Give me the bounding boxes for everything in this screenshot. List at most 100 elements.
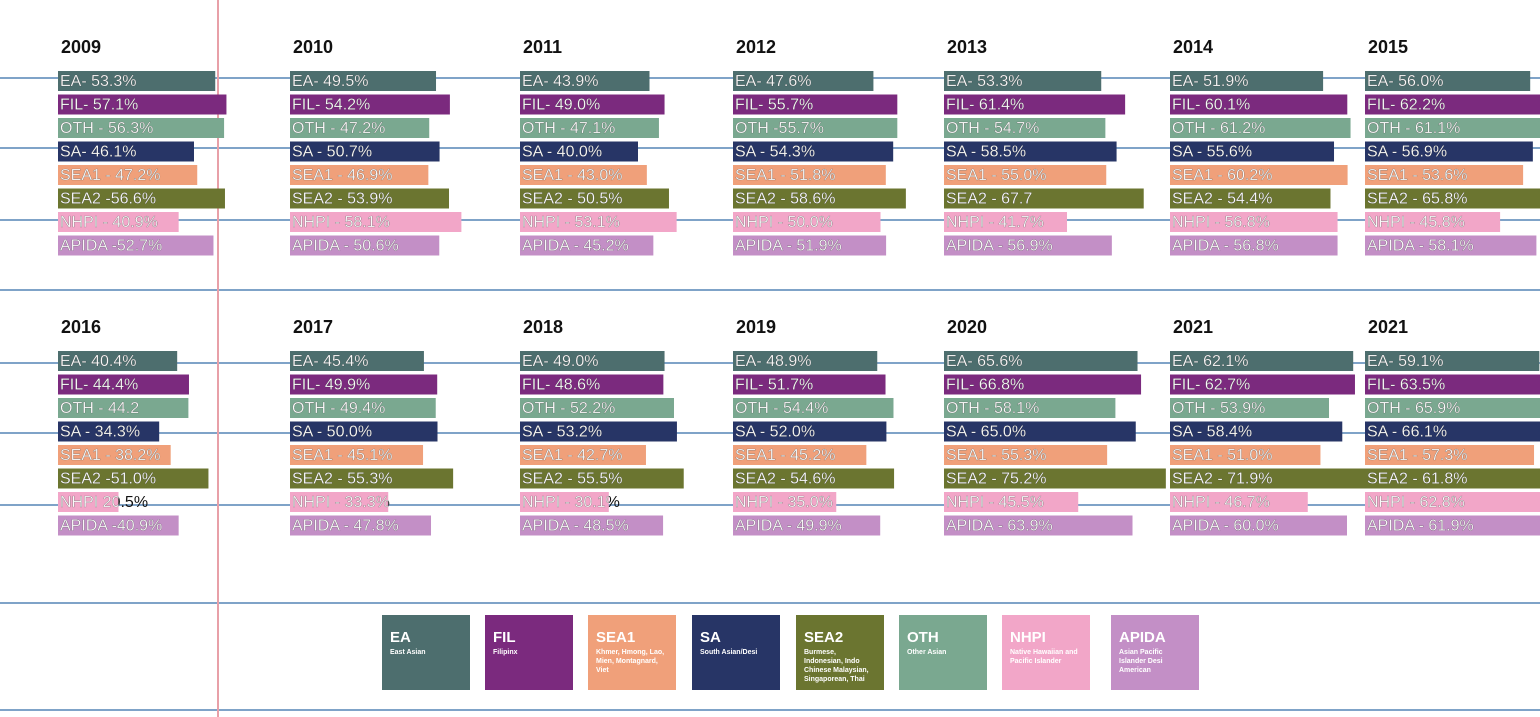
bar [944,141,1117,162]
value-label-on-bar: SEA2 - 61.8% [1367,471,1468,488]
value-label-on-bar: FIL- 44.4% [60,377,138,394]
bar [733,398,894,418]
bar [290,515,432,536]
bar [58,445,171,465]
bar [290,492,389,512]
value-label: SEA1 - 51.8% [735,167,836,184]
bar [944,94,1126,115]
legend-description: Khmer, Hmong, Lao, Mien, Montagnard, Vie… [596,649,665,674]
bar [1365,212,1501,232]
value-label: APIDA - 50.6% [292,238,399,255]
value-label-on-bar: OTH - 47.2% [292,120,385,137]
bar [58,374,189,395]
legend-item: NHPI Native Hawaiian and Pacific Islander [1002,615,1090,690]
bar [944,421,1136,442]
legend-name: APIDA [1119,629,1166,646]
bar [290,188,450,209]
value-label: APIDA - 60.0% [1172,518,1279,535]
value-label-on-bar: EA- 45.4% [292,353,368,370]
bar [58,421,160,442]
value-label-on-bar: FIL- 66.8% [946,377,1024,394]
value-label-on-bar: FIL- 62.7% [1172,377,1250,394]
bar [58,351,178,371]
value-label: SEA1 - 57.3% [1367,447,1468,464]
value-label-on-bar: APIDA - 50.6% [292,238,399,255]
value-label: SA - 53.2% [522,424,602,441]
value-label: EA- 49.0% [522,353,598,370]
value-label-on-bar: SEA2 - 55.5% [522,471,623,488]
value-label: NHPI - 50.0% [735,214,833,231]
value-label-on-bar: EA- 53.3% [60,73,136,90]
value-label: SEA1 - 55.3% [946,447,1047,464]
chart-title: 2009 [61,37,101,57]
bar [733,351,878,371]
chart-title: 2018 [523,317,563,337]
bar [1365,141,1533,162]
bar [1170,445,1321,465]
value-label-on-bar: EA- 51.9% [1172,73,1248,90]
value-label: NHPI 20.5% [60,494,148,511]
chart-title: 2016 [61,317,101,337]
legend-description: Filipinx [493,649,518,656]
bar [1365,71,1531,91]
value-label: OTH - 52.2% [522,400,615,417]
value-label: SEA2 - 71.9% [1172,471,1273,488]
value-label-on-bar: OTH - 58.1% [946,400,1039,417]
bar [290,212,462,232]
value-label: OTH - 56.3% [60,120,153,137]
value-label-on-bar: SA - 53.2% [522,424,602,441]
value-label: SEA2 - 54.4% [1172,191,1273,208]
value-label: SA - 50.7% [292,144,372,161]
value-label-on-bar: SEA2 - 53.9% [292,191,393,208]
value-label: FIL- 61.4% [946,97,1024,114]
value-label: SA - 66.1% [1367,424,1447,441]
value-label: OTH -55.7% [735,120,824,137]
bar [1365,118,1540,138]
bar [733,235,887,256]
value-label: SEA1 - 45.1% [292,447,393,464]
legend-item: SEA1 Khmer, Hmong, Lao, Mien, Montagnard,… [588,615,676,690]
value-label: SA - 54.3% [735,144,815,161]
value-label-on-bar: OTH -55.7% [735,120,824,137]
bar [733,515,881,536]
value-label: SA - 55.6% [1172,144,1252,161]
value-label-on-bar: SEA1 - 47.2% [60,167,161,184]
bar [1170,118,1351,138]
value-label-on-bar: OTH - 44.2 [60,400,139,417]
value-label: SEA1 - 55.0% [946,167,1047,184]
value-label-on-bar: NHPI 20.5% [60,494,148,511]
value-label-on-bar: SA - 55.6% [1172,144,1252,161]
bar [1170,188,1331,209]
legend-description: Native Hawaiian and Pacific Islander [1010,649,1078,665]
value-label-on-bar: FIL- 48.6% [522,377,600,394]
bar [58,492,119,512]
bar [733,141,894,162]
value-label-on-bar: SEA1 - 60.2% [1172,167,1273,184]
chart-title: 2013 [947,37,987,57]
value-label-on-bar: FIL- 49.9% [292,377,370,394]
value-label: OTH - 61.2% [1172,120,1265,137]
value-label-on-bar: NHPI - 53.1% [522,214,620,231]
bar [1365,492,1540,512]
bar [944,165,1107,185]
value-label-on-bar: OTH - 47.1% [522,120,615,137]
bar [58,165,198,185]
bar [58,515,179,536]
value-label-on-bar: SA - 65.0% [946,424,1026,441]
bar [1365,398,1540,418]
bar [520,141,638,162]
value-label-on-bar: SEA2 - 58.6% [735,191,836,208]
bar [520,421,677,442]
value-label-on-bar: SEA2 - 65.8% [1367,191,1468,208]
value-label: NHPI - 40.9% [60,214,158,231]
value-label-on-bar: OTH - 49.4% [292,400,385,417]
value-label: SEA1 - 38.2% [60,447,161,464]
value-label-on-bar: APIDA - 63.9% [946,518,1053,535]
bar [520,71,650,91]
value-label: FIL- 54.2% [292,97,370,114]
bar [1365,515,1540,536]
bar [520,94,665,115]
value-label: SEA2 - 58.6% [735,191,836,208]
chart-title: 2011 [523,37,562,57]
value-label-on-bar: OTH - 52.2% [522,400,615,417]
